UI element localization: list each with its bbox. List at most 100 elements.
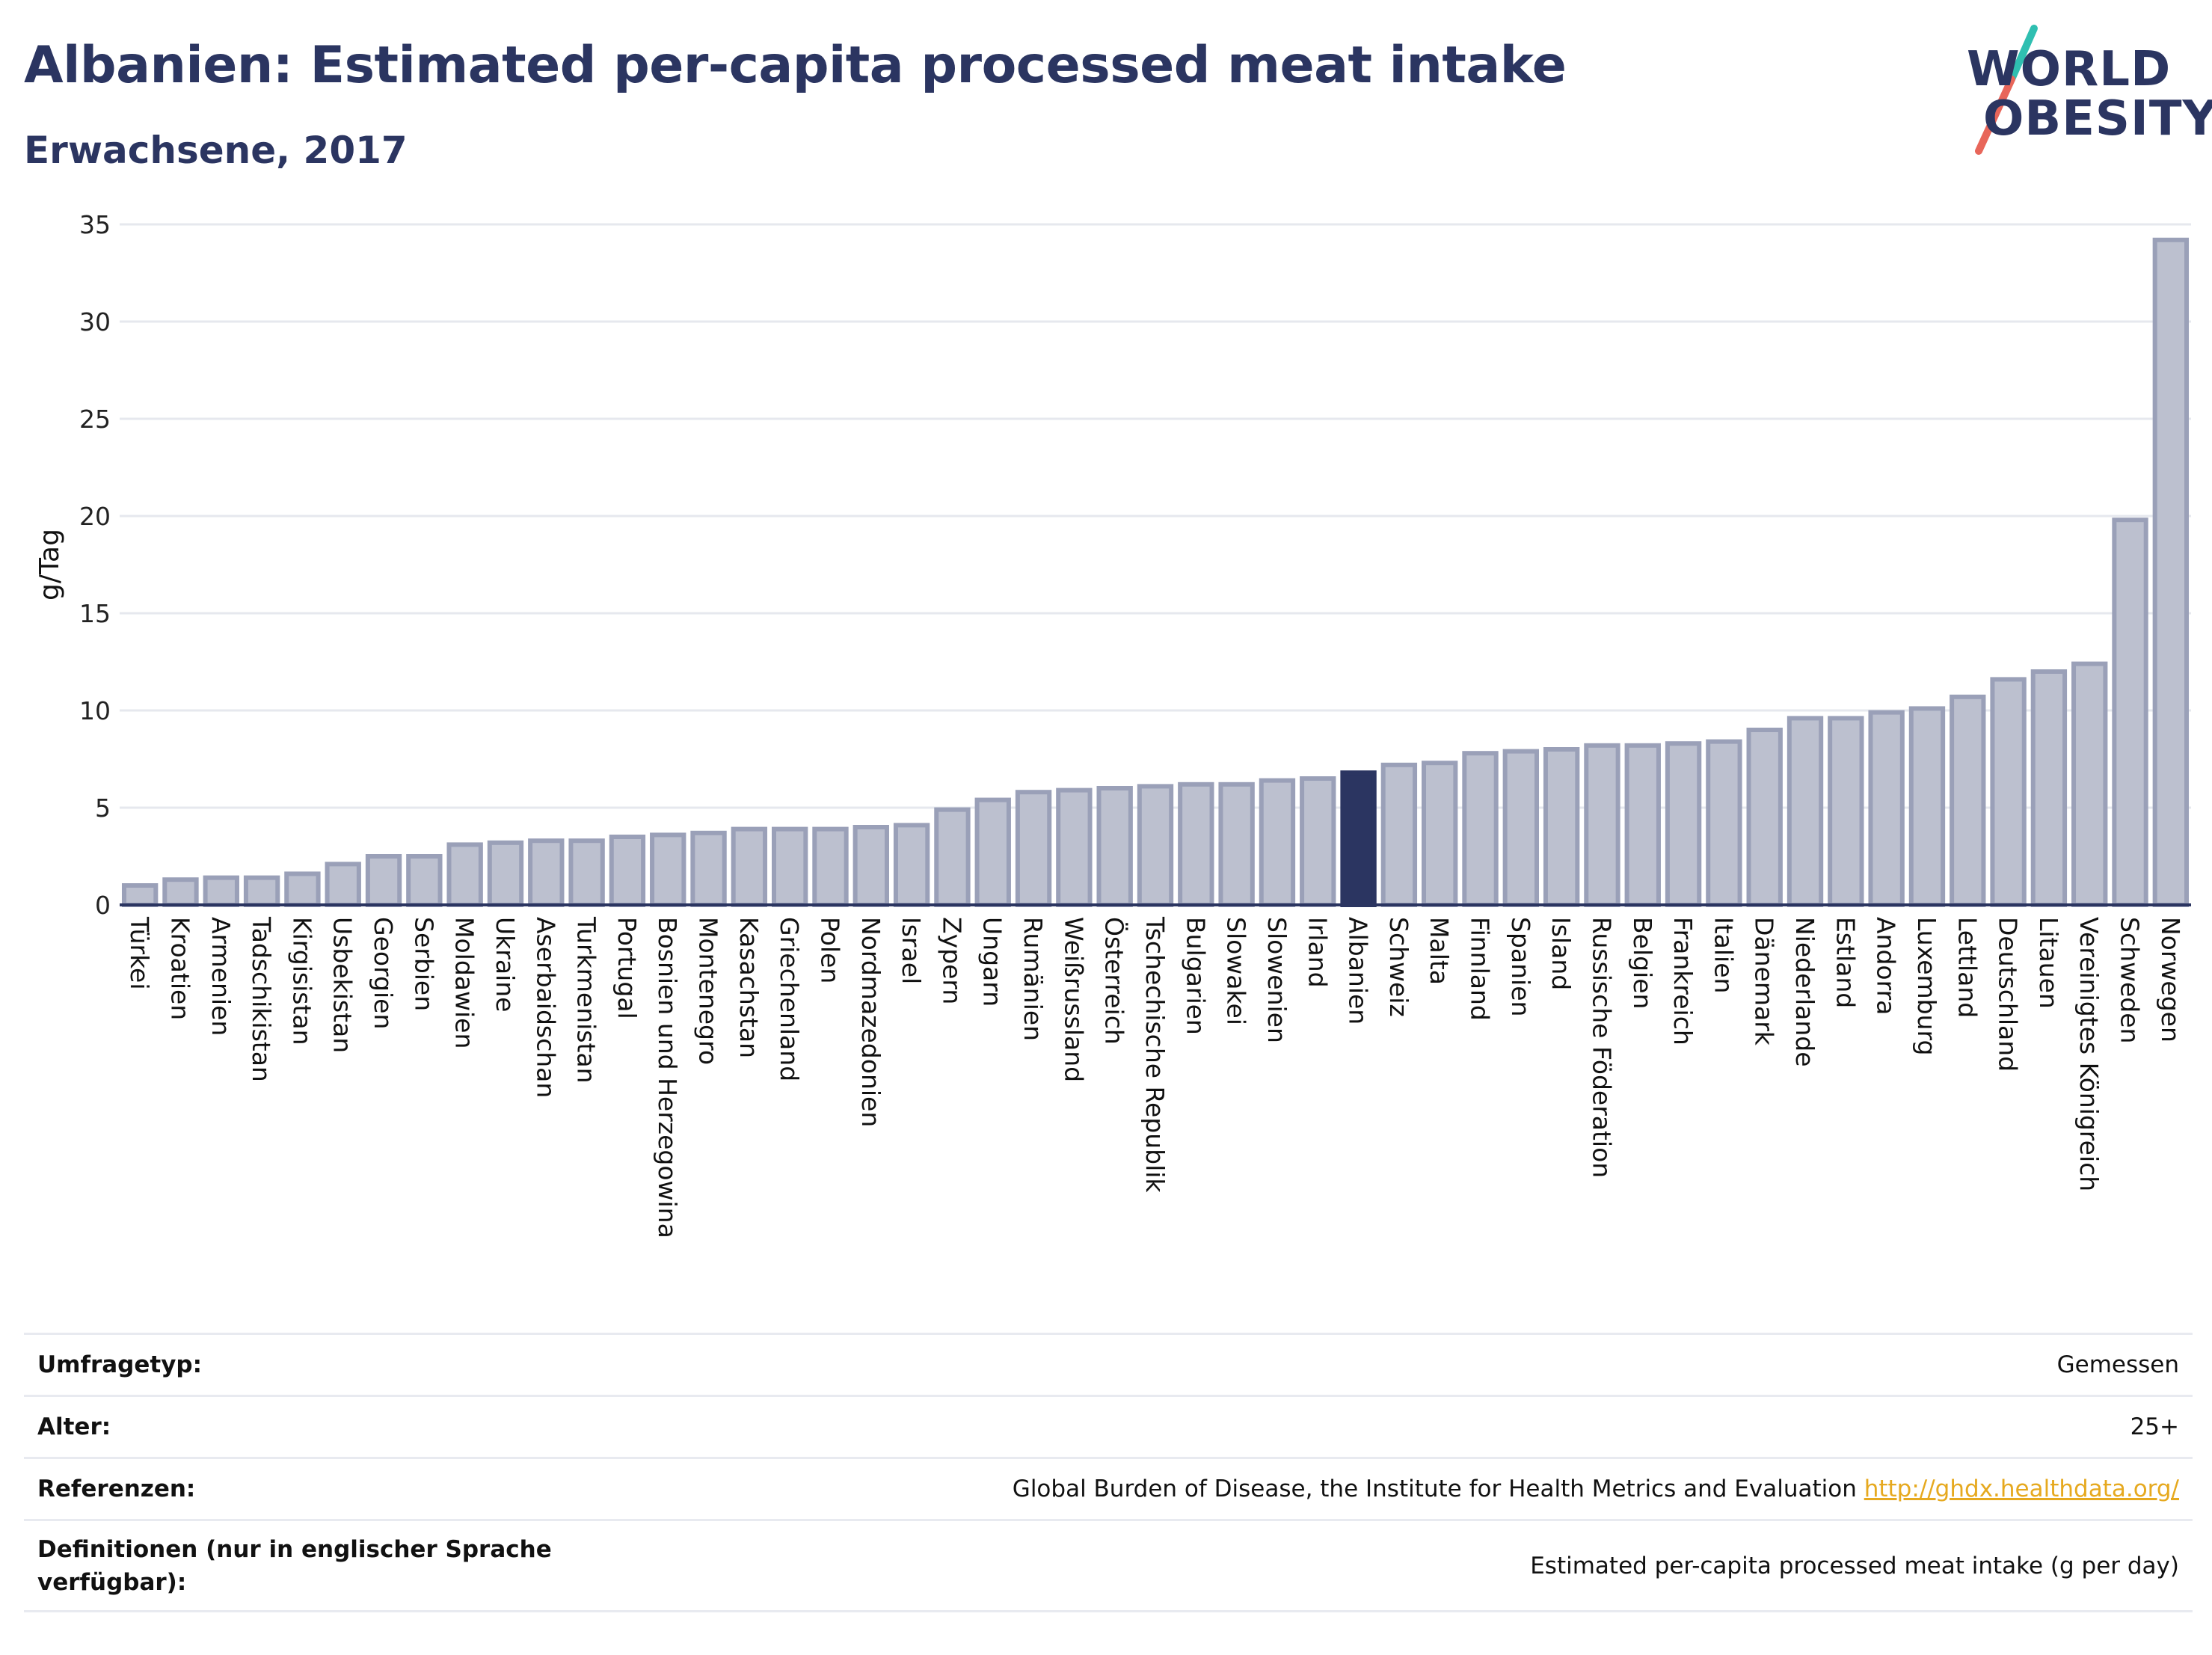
x-tick-label: Ukraine	[491, 917, 520, 1012]
bar	[2152, 237, 2190, 908]
bar	[1908, 706, 1946, 908]
x-tick-label: Island	[1546, 917, 1576, 990]
world-obesity-logo: WORLD OBESITY	[1944, 22, 2212, 165]
bar	[406, 854, 443, 907]
bar	[812, 826, 849, 907]
bar	[568, 838, 605, 908]
bar	[325, 862, 361, 908]
bar	[1300, 776, 1336, 907]
metadata-label: Definitionen (nur in englischer Sprache …	[37, 1535, 552, 1596]
metadata-label: Referenzen:	[37, 1476, 196, 1502]
x-tick-label: Aserbaidschan	[531, 917, 560, 1098]
bar	[1340, 770, 1377, 908]
bar	[284, 871, 321, 908]
x-tick-label: Estland	[1831, 917, 1860, 1008]
bar	[1990, 677, 2027, 908]
bar	[162, 877, 199, 908]
y-tick-label: 20	[79, 502, 111, 531]
x-tick-label: Israel	[897, 917, 926, 984]
bar	[2071, 661, 2108, 907]
bar	[1950, 694, 1986, 907]
x-tick-label: Frankreich	[1668, 917, 1698, 1045]
bar	[1584, 743, 1620, 907]
bar	[1543, 747, 1580, 907]
x-tick-label: Usbekistan	[328, 917, 357, 1053]
y-tick-label: 15	[79, 599, 111, 628]
metadata-value: Gemessen	[2056, 1351, 2179, 1378]
y-tick-label: 0	[95, 891, 111, 920]
x-tick-label: Bulgarien	[1181, 917, 1210, 1035]
bar	[2112, 518, 2148, 907]
bar	[934, 807, 971, 907]
bar	[1868, 710, 1905, 907]
x-tick-label: Litauen	[2034, 917, 2063, 1009]
metadata-row-definitions: Definitionen (nur in englischer Sprache …	[24, 1519, 2193, 1612]
x-tick-label: Ungarn	[978, 917, 1007, 1007]
x-tick-label: Russische Föderation	[1587, 917, 1616, 1178]
logo-text-obesity: OBESITY	[1983, 91, 2212, 147]
x-tick-label: Belgien	[1628, 917, 1657, 1009]
y-axis-label: g/Tag	[34, 529, 65, 601]
x-tick-label: Finnland	[1466, 917, 1495, 1021]
x-tick-label: Albanien	[1344, 917, 1373, 1025]
x-tick-label: Rumänien	[1019, 917, 1048, 1041]
metadata-row-references: Referenzen: Global Burden of Disease, th…	[24, 1457, 2193, 1519]
x-tick-label: Italien	[1709, 917, 1738, 993]
x-tick-label: Bosnien und Herzegowina	[653, 917, 682, 1238]
y-tick-label: 30	[79, 307, 111, 337]
y-tick-label: 25	[79, 405, 111, 434]
bar	[650, 832, 686, 908]
bar	[1746, 728, 1783, 907]
bar	[1502, 749, 1540, 907]
bar	[1828, 716, 1864, 908]
metadata-label: Umfragetyp:	[37, 1351, 202, 1378]
bar	[1178, 782, 1214, 907]
metadata-table: Umfragetyp: Gemessen Alter: 25+ Referenz…	[24, 1333, 2193, 1612]
x-tick-label: Portugal	[612, 917, 642, 1019]
bar	[121, 883, 159, 907]
logo-text-world: WORLD	[1967, 42, 2172, 97]
bar	[1056, 787, 1093, 907]
bar	[852, 825, 889, 907]
reference-text: Global Burden of Disease, the Institute …	[1012, 1476, 1857, 1502]
x-tick-label: Andorra	[1872, 917, 1901, 1015]
bar-chart: 0 5 10 15 20 25 30 35 g/Tag Türkei Kroatien Armenie…	[34, 210, 2191, 1238]
bar	[446, 842, 483, 908]
metadata-row-age: Alter: 25+	[24, 1395, 2193, 1457]
reference-link[interactable]: http://ghdx.healthdata.org/	[1864, 1476, 2179, 1502]
bar	[203, 875, 239, 907]
x-tick-label: Spanien	[1506, 917, 1535, 1016]
x-tick-label: Vereinigtes Königreich	[2074, 917, 2104, 1191]
bar	[1259, 778, 1296, 907]
x-tick-label: Weißrussland	[1059, 917, 1088, 1082]
x-tick-label: Moldawien	[450, 917, 479, 1048]
x-tick-label: Serbien	[409, 917, 438, 1011]
bar	[365, 854, 402, 907]
x-tick-label: Polen	[815, 917, 844, 983]
bar	[1380, 762, 1418, 907]
bar	[1096, 786, 1133, 907]
bar	[1665, 741, 1702, 908]
bar	[1706, 739, 1742, 907]
x-tick-label: Tschechische Republik	[1140, 916, 1170, 1193]
x-tick-label: Slowenien	[1262, 917, 1291, 1043]
metadata-value: 25+	[2130, 1413, 2179, 1440]
chart-title: Albanien: Estimated per-capita processed…	[24, 36, 1567, 95]
x-tick-label: Schweden	[2116, 917, 2145, 1043]
x-tick-label: Luxemburg	[1912, 917, 1941, 1055]
x-tick-label: Turkmenistan	[572, 916, 601, 1084]
bar	[893, 823, 930, 908]
x-tick-label: Zypern	[937, 917, 966, 1004]
x-tick-label: Malta	[1425, 917, 1454, 985]
x-tick-label: Deutschland	[1994, 917, 2023, 1072]
bar	[528, 838, 565, 908]
y-tick-label: 10	[79, 696, 111, 725]
x-tick-label: Griechenland	[775, 917, 804, 1081]
x-tick-label: Tadschikistan	[247, 916, 276, 1082]
metadata-value: Global Burden of Disease, the Institute …	[1013, 1476, 2179, 1502]
x-tick-label: Georgien	[369, 917, 398, 1029]
bar	[243, 875, 280, 907]
logo-slash-icon	[1975, 25, 2038, 155]
x-tick-label: Irland	[1303, 917, 1332, 988]
x-tick-label: Nordmazedonien	[856, 917, 885, 1127]
